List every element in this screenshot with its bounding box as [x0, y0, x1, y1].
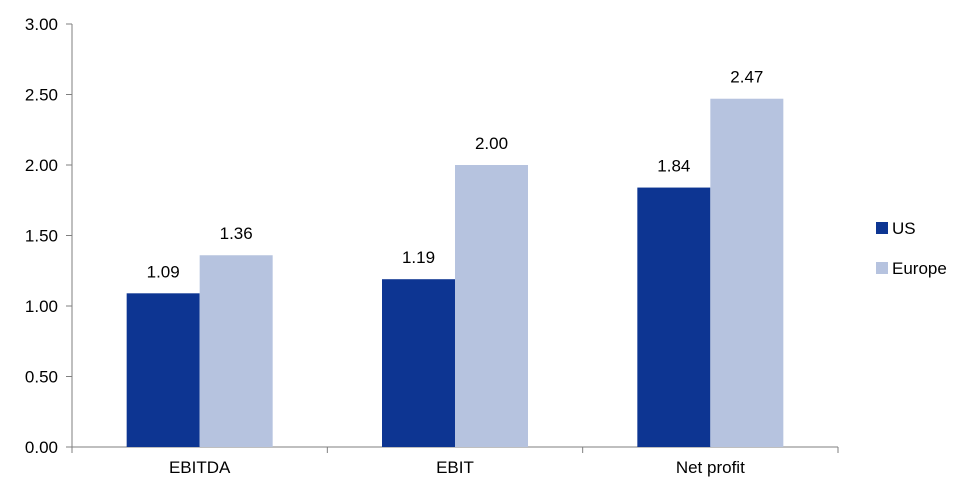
- x-category-label: Net profit: [676, 458, 745, 477]
- y-tick-label: 0.00: [25, 438, 58, 457]
- data-label: 1.36: [220, 224, 253, 243]
- y-tick-label: 1.00: [25, 297, 58, 316]
- plot-area: 0.00 0.50 1.00 1.50 2.00 2.50 3.00 EBITDA EBIT N…: [25, 15, 839, 477]
- bar-us-net-profit: [637, 187, 711, 447]
- y-axis-ticks: 0.00 0.50 1.00 1.50 2.00 2.50 3.00: [25, 15, 72, 457]
- data-label: 1.09: [147, 262, 180, 281]
- data-label: 2.00: [475, 134, 508, 153]
- bar-europe-ebit: [455, 165, 528, 447]
- bar-europe-net-profit: [710, 98, 784, 447]
- bars: [126, 98, 784, 447]
- x-category-label: EBIT: [436, 458, 474, 477]
- bar-europe-ebitda: [199, 255, 273, 447]
- y-tick-label: 2.00: [25, 156, 58, 175]
- data-label: 1.84: [657, 157, 690, 176]
- y-tick-label: 2.50: [25, 86, 58, 105]
- bar-us-ebit: [382, 279, 455, 447]
- data-labels: 1.09 1.36 1.19 2.00 1.84 2.47: [147, 68, 764, 282]
- y-tick-label: 3.00: [25, 15, 58, 34]
- data-label: 1.19: [402, 248, 435, 267]
- y-tick-label: 0.50: [25, 368, 58, 387]
- bar-us-ebitda: [126, 293, 200, 447]
- y-tick-label: 1.50: [25, 227, 58, 246]
- x-axis-ticks: EBITDA EBIT Net profit: [71, 447, 839, 477]
- legend-swatch-europe: [876, 262, 888, 274]
- legend-label-us: US: [892, 219, 916, 238]
- legend-label-europe: Europe: [892, 259, 947, 278]
- x-category-label: EBITDA: [169, 458, 231, 477]
- legend: US Europe: [876, 219, 947, 278]
- legend-swatch-us: [876, 222, 888, 234]
- data-label: 2.47: [730, 68, 763, 87]
